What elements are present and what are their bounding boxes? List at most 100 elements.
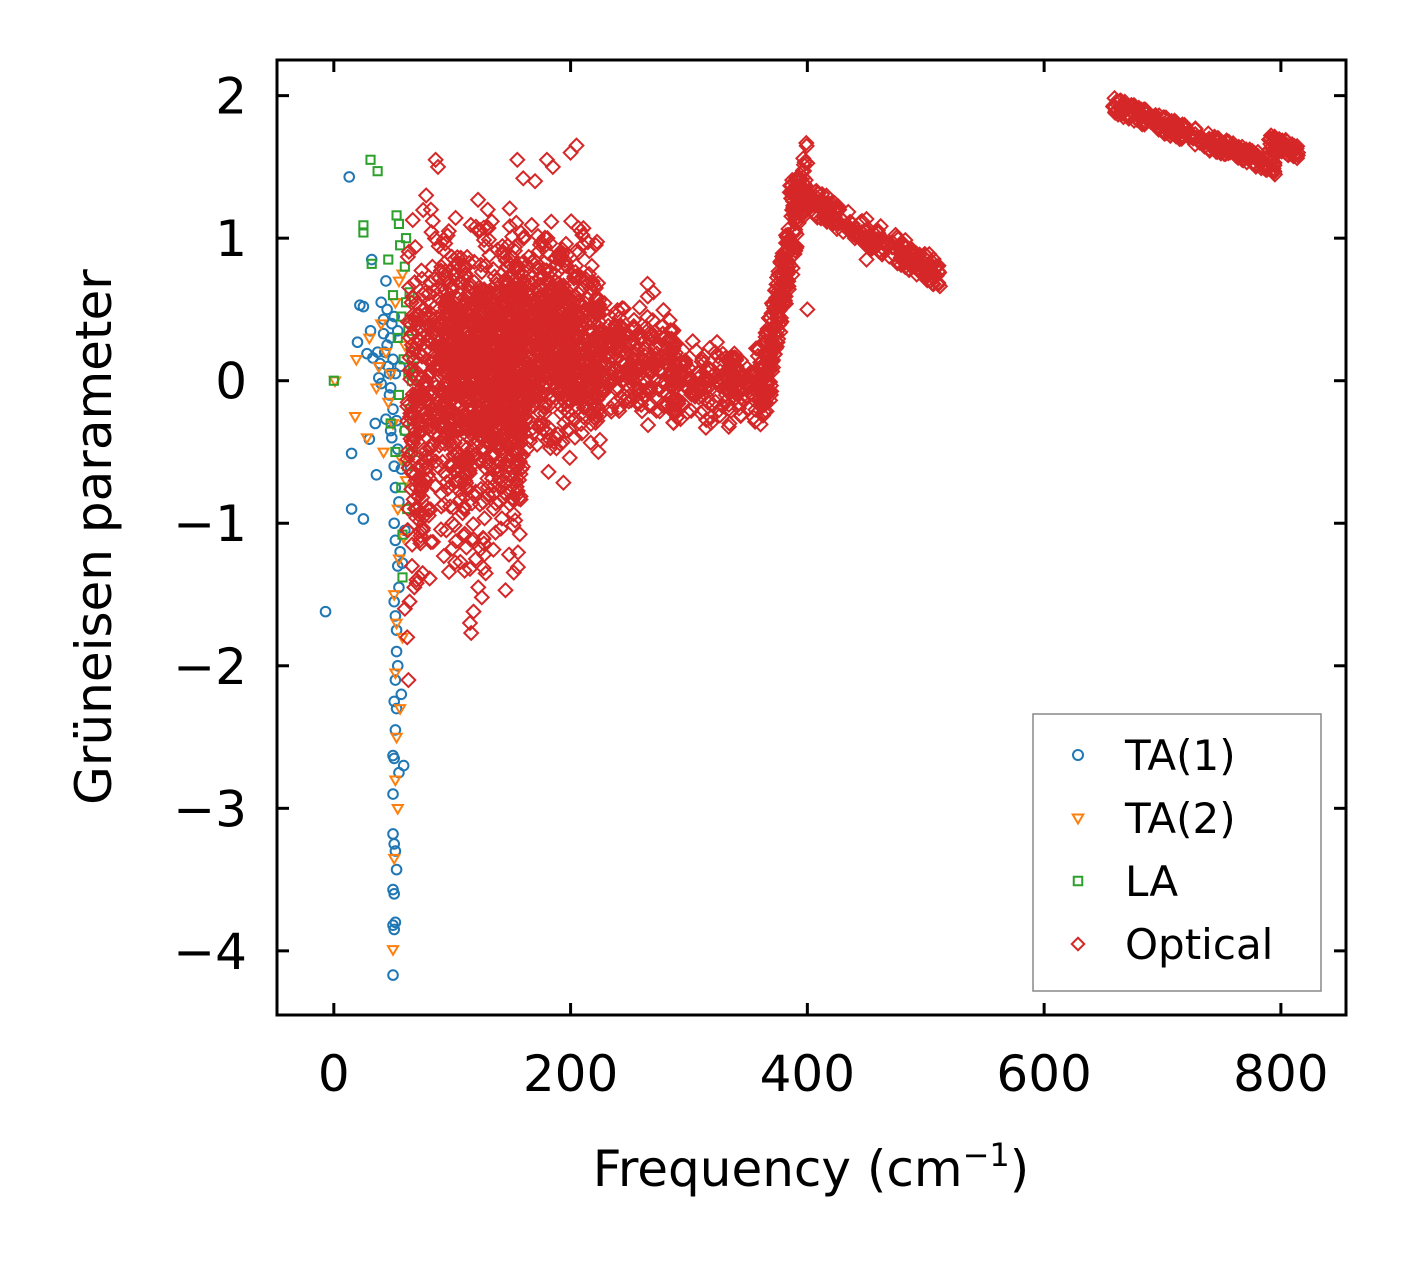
ta1-point <box>345 503 358 515</box>
optical-point <box>435 547 453 565</box>
optical-point <box>461 335 479 352</box>
optical-point <box>457 267 474 284</box>
optical-point <box>438 473 456 491</box>
optical-point <box>509 400 526 417</box>
optical-point <box>569 399 587 416</box>
optical-point <box>439 284 457 302</box>
legend-label: TA(1) <box>1124 731 1236 780</box>
optical-point <box>540 463 557 481</box>
optical-point <box>479 201 497 218</box>
optical-point <box>861 227 879 245</box>
optical-point <box>639 358 657 375</box>
la-point <box>393 218 405 229</box>
optical-point <box>889 230 907 248</box>
optical-point <box>406 274 423 291</box>
optical-point <box>572 222 590 240</box>
optical-point <box>427 151 444 169</box>
optical-point <box>680 359 697 377</box>
optical-point <box>572 389 590 407</box>
optical-point <box>507 214 525 232</box>
optical-point <box>709 373 727 390</box>
ta2-point <box>348 411 362 424</box>
optical-point <box>443 333 460 351</box>
ta1-point <box>389 481 402 494</box>
optical-point <box>528 334 546 351</box>
optical-point <box>680 380 698 398</box>
optical-point <box>432 521 450 538</box>
optical-point <box>684 332 702 350</box>
optical-point <box>728 361 745 379</box>
optical-point <box>772 309 790 327</box>
optical-point <box>419 450 436 467</box>
optical-point <box>441 456 458 474</box>
optical-point <box>441 328 458 345</box>
optical-point <box>530 342 548 359</box>
optical-point <box>411 522 429 540</box>
x-tick-label: 400 <box>760 1045 855 1103</box>
optical-point <box>808 193 826 210</box>
data-points <box>319 89 1307 981</box>
optical-point <box>434 317 452 334</box>
optical-point <box>679 369 697 387</box>
optical-point <box>536 237 553 255</box>
optical-point <box>594 339 612 357</box>
optical-point <box>447 209 464 227</box>
optical-point <box>1186 136 1204 153</box>
optical-point <box>858 251 875 268</box>
optical-point <box>514 254 532 271</box>
legend-marker-la <box>1072 875 1084 887</box>
optical-point <box>425 435 442 453</box>
ta1-point <box>351 336 364 349</box>
optical-point <box>828 220 846 238</box>
optical-point <box>489 457 506 475</box>
optical-point <box>685 385 702 402</box>
optical-point <box>645 284 662 301</box>
optical-point <box>504 285 522 303</box>
optical-point <box>515 230 532 247</box>
optical-point <box>503 385 521 403</box>
y-tick-label: 2 <box>215 68 247 126</box>
optical-point <box>400 442 417 460</box>
optical-point <box>512 294 529 311</box>
optical-point <box>464 515 482 533</box>
optical-point <box>555 474 572 492</box>
optical-point <box>554 244 571 262</box>
optical-point <box>539 244 556 262</box>
y-tick-label: −3 <box>173 780 247 838</box>
legend-label: TA(2) <box>1124 794 1236 843</box>
optical-point <box>497 581 514 599</box>
optical-point <box>929 258 946 275</box>
optical-point <box>481 411 498 428</box>
optical-point <box>662 323 680 340</box>
ta1-point <box>380 275 392 287</box>
ta1-point <box>393 496 405 508</box>
optical-point <box>606 320 624 338</box>
la-point <box>366 258 377 269</box>
optical-point <box>421 328 439 346</box>
optical-point <box>461 560 479 578</box>
optical-point <box>435 241 452 259</box>
optical-point <box>444 369 462 387</box>
optical-point <box>398 451 416 468</box>
optical-point <box>767 333 785 350</box>
ta1-point <box>388 923 400 936</box>
optical-point <box>595 381 613 398</box>
legend-item: TA(1) <box>1072 731 1236 780</box>
optical-point <box>1126 97 1143 114</box>
optical-point <box>441 433 458 451</box>
optical-point <box>531 356 549 374</box>
legend-item: TA(2) <box>1071 794 1236 843</box>
optical-point <box>461 614 479 632</box>
optical-point <box>494 383 512 401</box>
ta1-point <box>390 702 403 715</box>
optical-point <box>473 263 491 281</box>
optical-point <box>826 207 843 225</box>
optical-point <box>438 303 456 321</box>
optical-point <box>538 432 556 449</box>
optical-point <box>698 359 716 376</box>
optical-point <box>589 402 607 419</box>
optical-point <box>568 336 586 354</box>
ta2-point <box>372 362 386 374</box>
ta1-point <box>381 303 393 316</box>
optical-point <box>521 368 539 386</box>
